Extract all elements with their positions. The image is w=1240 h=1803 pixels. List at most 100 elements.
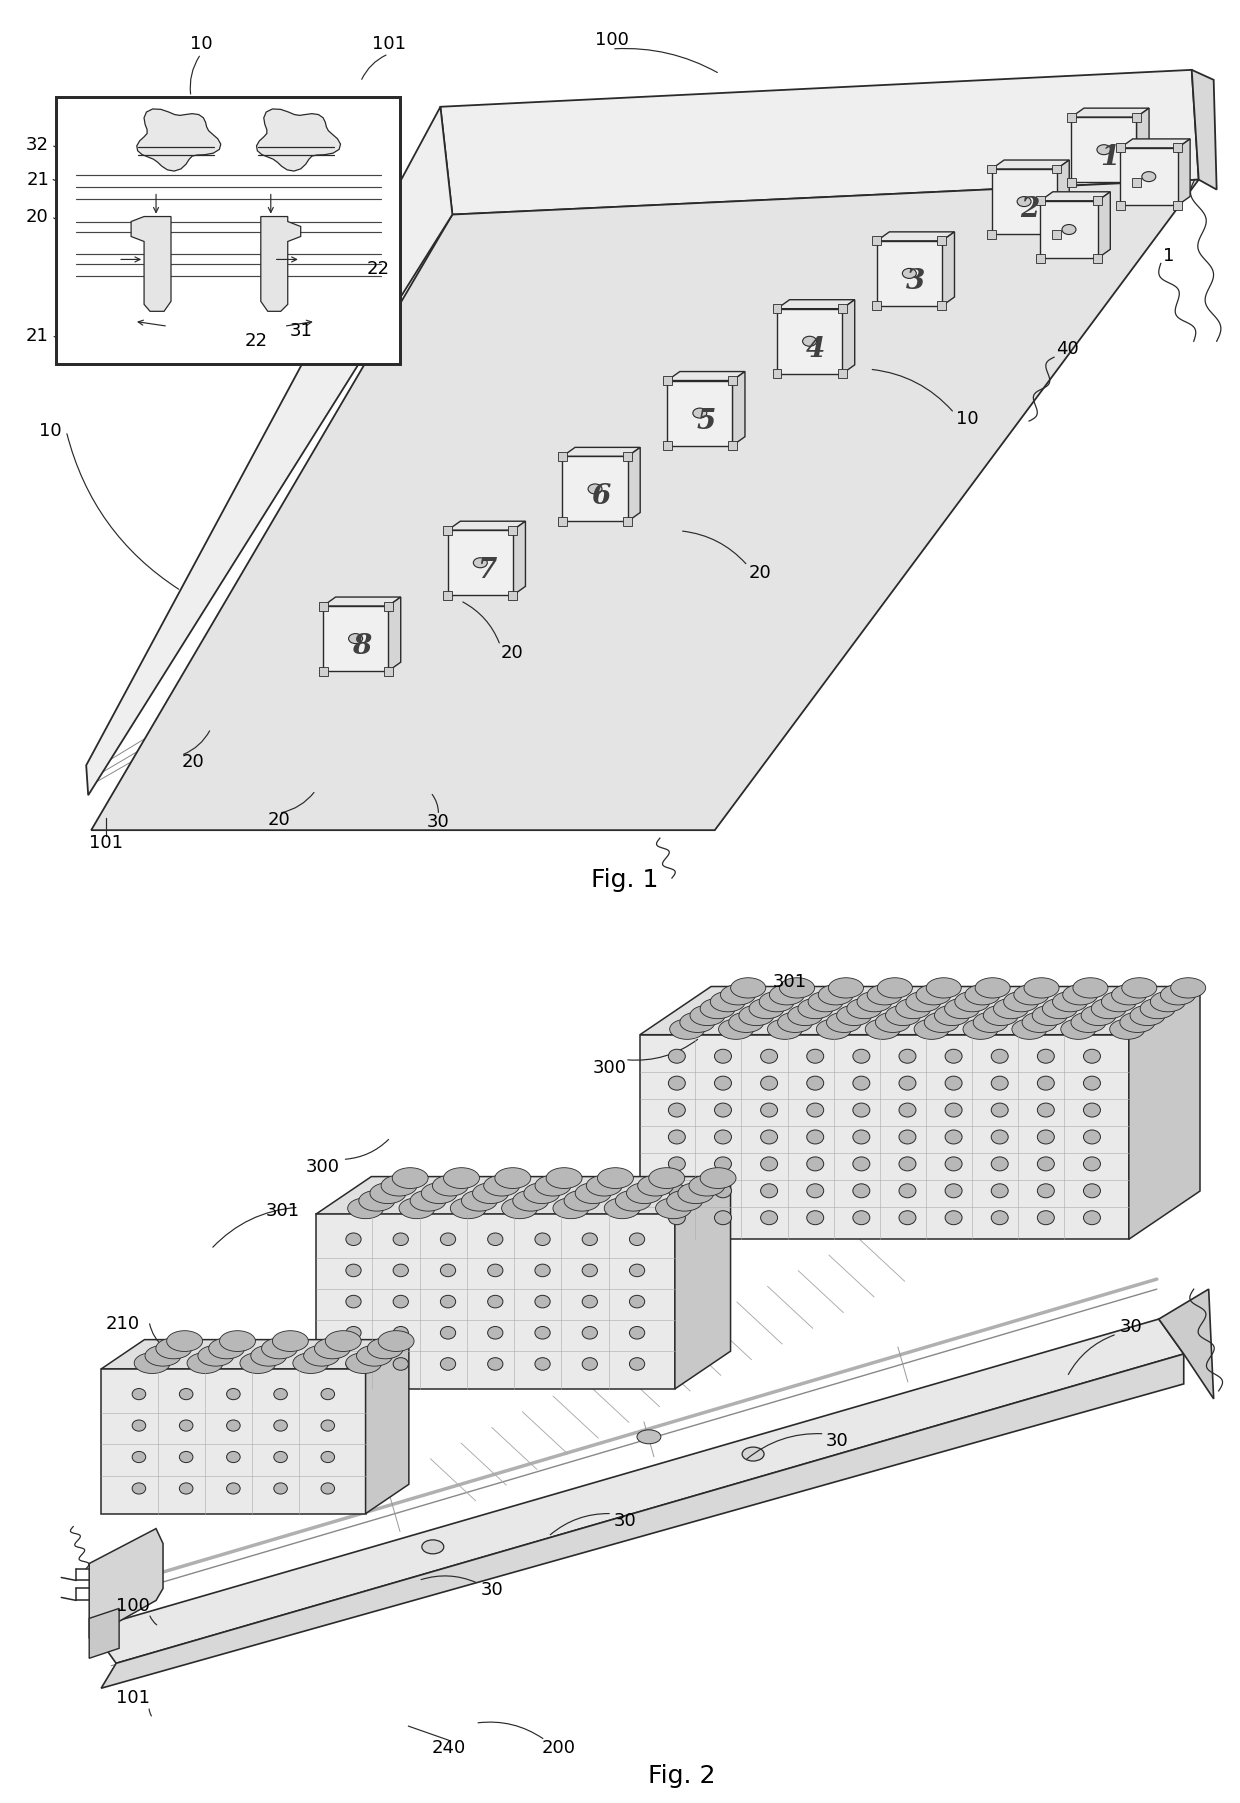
Text: 5: 5 <box>696 407 715 435</box>
Ellipse shape <box>598 1168 634 1188</box>
Ellipse shape <box>346 1358 361 1370</box>
Ellipse shape <box>714 1185 732 1197</box>
Ellipse shape <box>670 1019 704 1039</box>
Ellipse shape <box>1130 1006 1166 1026</box>
Text: 3: 3 <box>905 269 925 296</box>
Ellipse shape <box>1043 999 1078 1019</box>
Polygon shape <box>838 305 847 314</box>
Ellipse shape <box>582 1264 598 1277</box>
Ellipse shape <box>474 557 487 568</box>
Polygon shape <box>877 233 955 242</box>
Ellipse shape <box>807 1158 823 1170</box>
Ellipse shape <box>780 977 815 999</box>
Ellipse shape <box>656 1197 692 1219</box>
Ellipse shape <box>134 1352 170 1374</box>
Text: 2: 2 <box>1021 197 1039 224</box>
Ellipse shape <box>133 1482 146 1495</box>
Text: 20: 20 <box>748 564 771 582</box>
Ellipse shape <box>991 1212 1008 1224</box>
Text: 100: 100 <box>117 1597 150 1615</box>
Ellipse shape <box>422 1540 444 1554</box>
Ellipse shape <box>769 984 805 1004</box>
Ellipse shape <box>853 1103 869 1118</box>
Ellipse shape <box>1061 225 1076 234</box>
Ellipse shape <box>991 1049 1008 1064</box>
Polygon shape <box>92 180 1199 829</box>
Polygon shape <box>773 370 781 379</box>
Polygon shape <box>319 667 327 676</box>
Ellipse shape <box>250 1345 286 1367</box>
Polygon shape <box>87 106 453 795</box>
Ellipse shape <box>392 1168 428 1188</box>
Text: 30: 30 <box>481 1581 503 1599</box>
Ellipse shape <box>853 1158 869 1170</box>
Ellipse shape <box>668 1158 686 1170</box>
Ellipse shape <box>553 1197 589 1219</box>
Ellipse shape <box>180 1388 193 1399</box>
Polygon shape <box>448 521 526 530</box>
Ellipse shape <box>321 1421 335 1432</box>
Polygon shape <box>1159 1289 1214 1399</box>
Ellipse shape <box>1091 999 1126 1019</box>
Ellipse shape <box>945 1076 962 1091</box>
Ellipse shape <box>450 1197 486 1219</box>
Ellipse shape <box>807 1185 823 1197</box>
Polygon shape <box>558 453 567 462</box>
Ellipse shape <box>787 1006 823 1026</box>
Ellipse shape <box>807 1049 823 1064</box>
Ellipse shape <box>818 984 853 1004</box>
Text: 1: 1 <box>1100 144 1120 171</box>
Text: 101: 101 <box>89 835 123 853</box>
Ellipse shape <box>1151 992 1185 1011</box>
Polygon shape <box>1053 164 1061 173</box>
Ellipse shape <box>991 1076 1008 1091</box>
Ellipse shape <box>582 1295 598 1307</box>
Ellipse shape <box>963 1019 998 1039</box>
Polygon shape <box>942 233 955 307</box>
Polygon shape <box>1053 229 1061 238</box>
Ellipse shape <box>358 1190 394 1212</box>
Bar <box>56 97 401 364</box>
Ellipse shape <box>615 1190 651 1212</box>
Ellipse shape <box>274 1451 288 1462</box>
Polygon shape <box>640 986 1200 1035</box>
Polygon shape <box>1128 986 1200 1239</box>
Ellipse shape <box>945 1185 962 1197</box>
Polygon shape <box>366 1340 409 1515</box>
Ellipse shape <box>1012 1019 1047 1039</box>
Polygon shape <box>1132 178 1141 188</box>
Ellipse shape <box>433 1176 469 1195</box>
Ellipse shape <box>347 1197 383 1219</box>
Polygon shape <box>842 299 854 373</box>
Polygon shape <box>383 602 393 611</box>
Ellipse shape <box>760 1103 777 1118</box>
Ellipse shape <box>1022 1011 1058 1033</box>
Polygon shape <box>448 530 513 595</box>
Ellipse shape <box>484 1176 520 1195</box>
Ellipse shape <box>1161 984 1195 1004</box>
Ellipse shape <box>899 1076 916 1091</box>
Ellipse shape <box>133 1421 146 1432</box>
Ellipse shape <box>293 1352 329 1374</box>
Polygon shape <box>728 442 737 451</box>
Ellipse shape <box>689 1006 725 1026</box>
Ellipse shape <box>1038 1049 1054 1064</box>
Ellipse shape <box>1140 999 1176 1019</box>
Ellipse shape <box>853 1130 869 1143</box>
Polygon shape <box>508 591 517 600</box>
Ellipse shape <box>1017 197 1032 207</box>
Ellipse shape <box>534 1264 551 1277</box>
Ellipse shape <box>899 1158 916 1170</box>
Ellipse shape <box>487 1327 503 1340</box>
Polygon shape <box>443 591 453 600</box>
Polygon shape <box>1116 144 1125 153</box>
Ellipse shape <box>903 269 916 278</box>
Ellipse shape <box>304 1345 340 1367</box>
Ellipse shape <box>768 1019 802 1039</box>
Ellipse shape <box>487 1264 503 1277</box>
Ellipse shape <box>885 1006 920 1026</box>
Ellipse shape <box>393 1233 408 1246</box>
Polygon shape <box>558 517 567 526</box>
Ellipse shape <box>760 1076 777 1091</box>
Text: 32: 32 <box>25 135 48 153</box>
